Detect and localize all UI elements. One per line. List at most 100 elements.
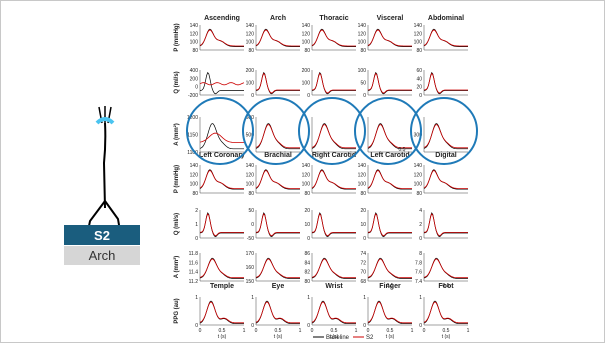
s2-curve bbox=[311, 29, 356, 47]
s2-curve bbox=[255, 170, 300, 189]
x-axis-label: t (s) bbox=[442, 334, 451, 340]
waveform-panel: 2 1 0 bbox=[195, 208, 244, 242]
s2-curve bbox=[311, 170, 356, 189]
s2-curve bbox=[199, 29, 244, 47]
vessel-arch-highlight bbox=[95, 117, 115, 125]
tick-label: 40 bbox=[416, 76, 422, 82]
waveform-panel: 140 120 100 80 bbox=[246, 163, 300, 197]
tick-label: 82 bbox=[304, 270, 310, 276]
waveform-panel: 1 00 0.5 1 t (s) bbox=[363, 295, 413, 340]
column-header: Left Carotid bbox=[370, 152, 409, 159]
s2-curve bbox=[199, 213, 244, 237]
legend-s2-label: S2 bbox=[366, 335, 374, 341]
x-tick-label: 0.5 bbox=[331, 328, 338, 334]
x-axis-label: t (s) bbox=[274, 334, 283, 340]
baseline-curve bbox=[255, 28, 300, 47]
tick-label: 120 bbox=[414, 31, 423, 37]
tick-label: 0 bbox=[195, 85, 198, 91]
tick-label: 120 bbox=[414, 172, 423, 178]
s2-curve bbox=[423, 170, 468, 189]
tick-label: 170 bbox=[246, 251, 255, 257]
s2-curve bbox=[311, 213, 356, 237]
s2-curve bbox=[199, 82, 245, 86]
tick-label: 0 bbox=[251, 93, 254, 99]
tick-label: 1 bbox=[195, 222, 198, 228]
tick-label: 11.6 bbox=[189, 260, 199, 266]
tick-label: 74 bbox=[360, 251, 366, 257]
tick-label: 72 bbox=[360, 260, 366, 266]
tick-label: 400 bbox=[190, 68, 199, 74]
tick-label: 120 bbox=[358, 31, 367, 37]
tick-label: 100 bbox=[246, 81, 255, 87]
baseline-curve bbox=[199, 257, 244, 279]
baseline-curve bbox=[367, 257, 412, 279]
tick-label: 0 bbox=[195, 323, 198, 329]
x-tick-label: 0.5 bbox=[275, 328, 282, 334]
tick-label: 1 bbox=[251, 295, 254, 301]
column-header: Foot bbox=[438, 283, 454, 290]
s2-curve bbox=[367, 170, 412, 189]
row-y-label: P (mmHg) bbox=[174, 23, 180, 51]
tick-label: 80 bbox=[360, 48, 366, 54]
baseline-curve bbox=[255, 169, 300, 190]
tick-label: 100 bbox=[246, 40, 255, 46]
tick-label: -50 bbox=[247, 236, 254, 242]
arterial-tree-diagram bbox=[87, 106, 121, 232]
tick-label: 0 bbox=[363, 323, 366, 329]
tick-label: 80 bbox=[360, 191, 366, 197]
highlight-circle bbox=[242, 97, 310, 165]
s2-curve bbox=[199, 301, 244, 324]
baseline-curve bbox=[199, 123, 244, 150]
legend-baseline-label: Baseline bbox=[326, 335, 350, 341]
tick-label: 160 bbox=[246, 265, 255, 271]
tick-label: 100 bbox=[190, 40, 199, 46]
tick-label: 11.8 bbox=[189, 251, 199, 257]
baseline-curve bbox=[367, 169, 412, 190]
waveform-panel: 1 00 0.5 1 t (s) bbox=[195, 295, 245, 340]
tick-label: 1150 bbox=[187, 133, 198, 139]
x-tick-label: 1 bbox=[411, 328, 414, 334]
x-tick-label: 1 bbox=[355, 328, 358, 334]
column-header: Digital bbox=[435, 152, 456, 159]
s2-curve bbox=[423, 124, 468, 149]
s2-curve bbox=[311, 258, 356, 279]
column-header: Left Coronary bbox=[199, 152, 245, 159]
tick-label: 68 bbox=[360, 279, 366, 285]
s2-curve bbox=[311, 301, 356, 324]
s2-curve bbox=[423, 213, 468, 237]
waveform-panel: 50 0 -50 bbox=[247, 208, 300, 242]
x-tick-label: 0.5 bbox=[219, 328, 226, 334]
tick-label: 100 bbox=[302, 81, 311, 87]
waveform-panel: 20 10 0 bbox=[360, 208, 412, 242]
x-tick-label: 1 bbox=[299, 328, 302, 334]
s2-curve bbox=[255, 72, 300, 94]
tick-label: 80 bbox=[416, 191, 422, 197]
tick-label: 200 bbox=[302, 68, 311, 74]
column-header: Abdominal bbox=[428, 15, 464, 22]
waveform-panel: 140 120 100 80 bbox=[414, 23, 468, 54]
tick-label: 140 bbox=[358, 163, 367, 169]
baseline-curve bbox=[423, 123, 468, 150]
tick-label: 100 bbox=[414, 182, 423, 188]
tick-label: 140 bbox=[246, 23, 255, 29]
tick-label: 80 bbox=[192, 191, 198, 197]
column-header: Ascending bbox=[204, 15, 240, 22]
s2-curve bbox=[367, 213, 412, 237]
row-y-label: P (mmHg) bbox=[174, 165, 180, 193]
tick-label: 0 bbox=[419, 93, 422, 99]
tick-label: 20 bbox=[304, 208, 310, 214]
x-tick-label: 1 bbox=[243, 328, 246, 334]
tick-label: 140 bbox=[414, 23, 423, 29]
column-header: Arch bbox=[270, 15, 286, 22]
tick-label: 140 bbox=[358, 23, 367, 29]
tick-label: 300 bbox=[414, 133, 423, 139]
waveform-panel: 1 00 0.5 1 t (s) bbox=[419, 295, 469, 340]
tick-label: 100 bbox=[302, 182, 311, 188]
tick-label: 120 bbox=[190, 31, 199, 37]
tick-label: 0 bbox=[363, 236, 366, 242]
tick-label: 1 bbox=[419, 295, 422, 301]
waveform-panel: 400 200 0 -200 bbox=[188, 68, 245, 99]
tick-label: 1 bbox=[195, 295, 198, 301]
row-y-label: Q (ml/s) bbox=[174, 213, 180, 235]
highlight-circle bbox=[186, 97, 254, 165]
